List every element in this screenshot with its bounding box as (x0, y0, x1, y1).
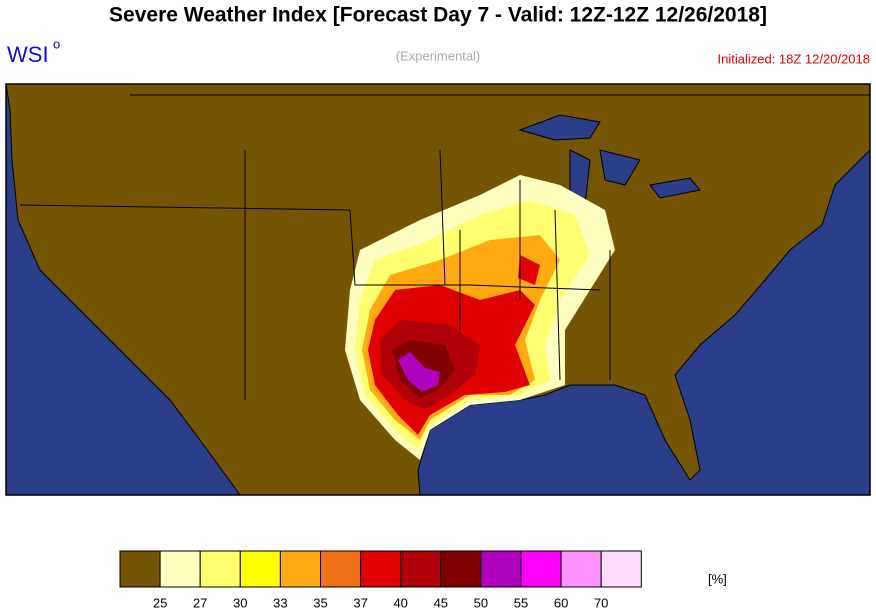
legend-swatch (279, 550, 321, 588)
legend-swatch (199, 550, 241, 588)
legend-label: 37 (353, 595, 367, 610)
legend-label: 55 (514, 595, 528, 610)
legend-swatch (400, 550, 442, 588)
contour-40b (518, 255, 540, 285)
legend-label: 35 (313, 595, 327, 610)
legend-swatch (440, 550, 482, 588)
legend-unit: [%] (708, 571, 727, 586)
legend-swatch (480, 550, 522, 588)
legend-swatch (560, 550, 602, 588)
legend-swatch (360, 550, 402, 588)
legend-label: 27 (193, 595, 207, 610)
legend-label: 33 (273, 595, 287, 610)
legend-swatch (320, 550, 362, 588)
legend-label: 40 (393, 595, 407, 610)
map (5, 83, 871, 496)
logo-superscript: o (53, 36, 60, 51)
legend-swatch (600, 550, 642, 588)
legend-label: 60 (554, 595, 568, 610)
legend-swatch (119, 550, 161, 588)
legend-label: 70 (594, 595, 608, 610)
logo: WSI (7, 42, 49, 67)
legend-label: 30 (233, 595, 247, 610)
legend-swatch (520, 550, 562, 588)
legend-swatch (239, 550, 281, 588)
legend-label: 45 (434, 595, 448, 610)
contour-55 (398, 352, 440, 392)
title: Severe Weather Index [Forecast Day 7 - V… (109, 4, 767, 27)
state-borders (19, 94, 870, 400)
initialized: Initialized: 18Z 12/20/2018 (718, 51, 871, 66)
subtitle: (Experimental) (396, 48, 481, 63)
legend-label: 25 (153, 595, 167, 610)
legend-label: 50 (474, 595, 488, 610)
legend-swatch (159, 550, 201, 588)
legend: [%] 25 27 30 33 35 37 40 45 50 55 60 70 (119, 550, 727, 610)
map-frame (5, 83, 871, 496)
